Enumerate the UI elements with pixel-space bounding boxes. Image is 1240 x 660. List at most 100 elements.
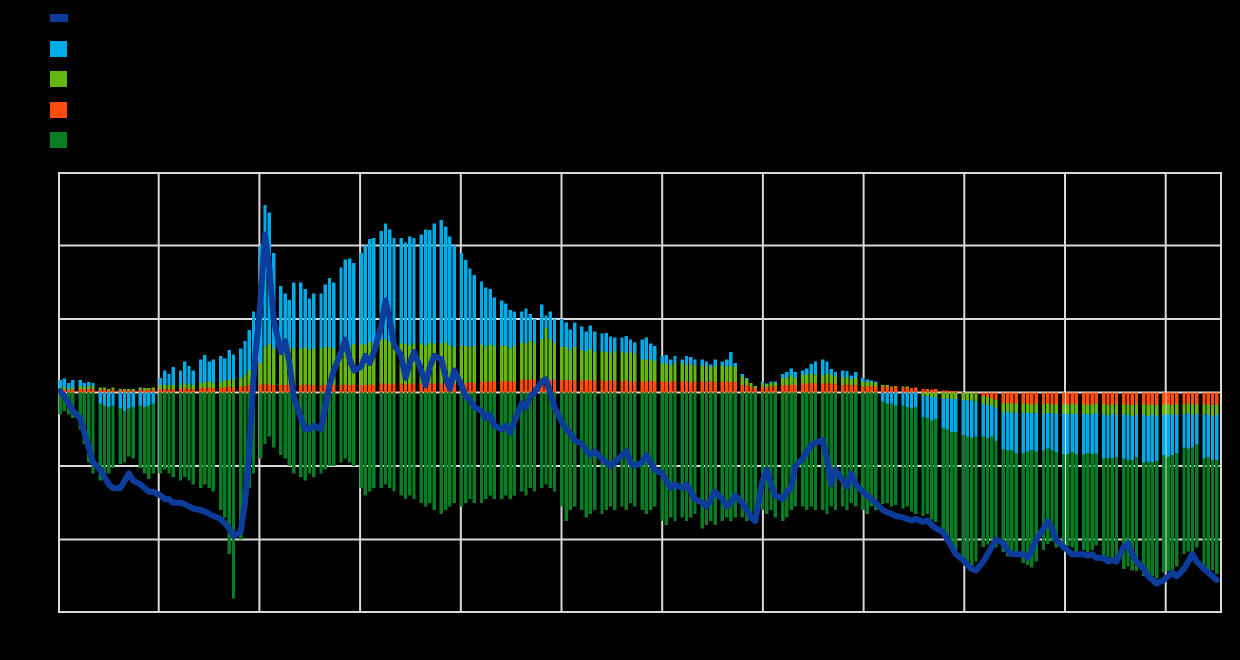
legend-swatch-3 — [50, 101, 67, 118]
bar-darkgreen — [813, 392, 818, 511]
bar-lightblue — [287, 299, 292, 348]
bar-lime — [142, 388, 147, 391]
bar-lightblue — [564, 322, 568, 347]
chart-canvas — [58, 172, 1222, 613]
bar-lightblue — [528, 313, 532, 342]
bar-lime — [303, 347, 307, 385]
bar-lime — [949, 392, 954, 400]
bar-orange — [704, 382, 709, 393]
bar-orange — [142, 390, 147, 393]
bar-orange — [905, 387, 909, 393]
bar-orange — [1126, 392, 1130, 405]
bar-lime — [664, 363, 669, 383]
bar-lightblue — [588, 325, 593, 350]
bar-lightblue — [1114, 414, 1119, 458]
bar-lightblue — [203, 355, 207, 383]
bar-lightblue — [941, 398, 945, 428]
bar-lime — [1010, 403, 1014, 414]
bar-orange — [147, 389, 151, 393]
bar-orange — [524, 380, 528, 393]
bar-darkgreen — [745, 392, 749, 522]
bar-lightblue — [873, 381, 878, 383]
bar-lightblue — [392, 238, 396, 340]
bar-lime — [1206, 404, 1210, 415]
bar-lightblue — [1054, 413, 1058, 453]
bar-lime — [1154, 405, 1159, 416]
bar-darkgreen — [283, 392, 287, 459]
bar-orange — [1154, 392, 1159, 405]
bar-lightblue — [299, 282, 303, 349]
bar-darkgreen — [613, 392, 617, 511]
bar-orange — [412, 383, 416, 393]
bar-orange — [118, 390, 122, 393]
bar-orange — [865, 386, 869, 393]
bar-darkgreen — [167, 392, 171, 474]
bar-lightblue — [468, 268, 472, 347]
bar-orange — [163, 388, 167, 393]
bar-lime — [131, 388, 135, 391]
bar-orange — [98, 389, 102, 393]
bar-darkgreen — [323, 392, 327, 470]
bar-darkgreen — [949, 432, 954, 547]
bar-orange — [745, 385, 749, 393]
bar-lime — [279, 344, 283, 386]
bar-orange — [183, 388, 187, 393]
bar-orange — [167, 389, 171, 393]
bar-darkgreen — [1206, 457, 1210, 572]
bar-darkgreen — [785, 392, 789, 518]
bar-lightblue — [624, 335, 628, 353]
bar-lime — [1202, 404, 1206, 415]
bar-lime — [560, 346, 564, 381]
bar-darkgreen — [1041, 450, 1046, 550]
bar-lightblue — [1174, 414, 1179, 453]
bar-lime — [825, 373, 829, 383]
bar-lightblue — [929, 396, 934, 421]
bar-orange — [223, 387, 227, 393]
bar-lime — [934, 392, 938, 397]
bar-orange — [379, 383, 383, 393]
bar-lightblue — [689, 357, 693, 364]
bar-orange — [1061, 392, 1066, 405]
bar-lime — [990, 398, 994, 406]
bar-lime — [1130, 405, 1134, 417]
bar-lime — [82, 387, 87, 390]
bar-lime — [921, 392, 925, 397]
bar-lime — [198, 382, 203, 389]
bar-lime — [833, 376, 838, 384]
bar-darkgreen — [468, 392, 472, 500]
bar-darkgreen — [519, 392, 524, 492]
bar-lightblue — [805, 368, 809, 375]
bar-lightblue — [584, 331, 588, 352]
bar-lightblue — [178, 370, 183, 386]
bar-lime — [412, 343, 416, 384]
bar-darkgreen — [1142, 462, 1146, 577]
bar-lime — [392, 339, 396, 384]
bar-darkgreen — [383, 392, 388, 485]
bar-darkgreen — [158, 392, 163, 474]
bar-lightblue — [909, 392, 914, 409]
bar-lime — [604, 352, 608, 382]
bar-darkgreen — [107, 407, 111, 474]
bar-lightblue — [408, 236, 412, 346]
bar-lightblue — [740, 374, 745, 377]
bar-darkgreen — [1090, 454, 1094, 550]
bar-orange — [452, 383, 456, 393]
bar-lightblue — [319, 293, 323, 349]
bar-darkgreen — [760, 392, 765, 511]
bar-lightblue — [127, 392, 131, 409]
bar-darkgreen — [459, 392, 464, 507]
bar-lime — [1190, 404, 1195, 415]
bar-darkgreen — [1146, 461, 1150, 580]
bar-lime — [118, 388, 122, 391]
bar-lightblue — [488, 288, 492, 345]
bar-lightblue — [452, 245, 456, 347]
bar-lime — [372, 344, 376, 386]
bar-darkgreen — [1166, 457, 1170, 572]
bar-orange — [560, 380, 564, 393]
bar-darkgreen — [419, 392, 424, 503]
bar-lightblue — [183, 361, 187, 384]
bar-lime — [263, 346, 267, 384]
bar-lime — [740, 376, 745, 386]
bar-darkgreen — [319, 392, 323, 474]
bar-darkgreen — [564, 392, 568, 522]
